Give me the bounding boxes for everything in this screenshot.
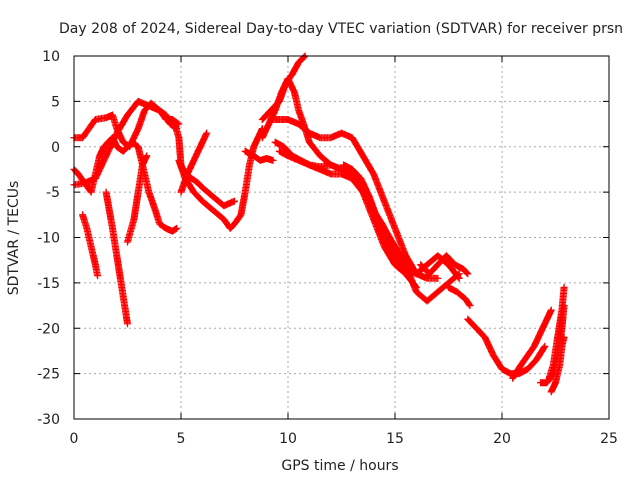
chart-title: Day 208 of 2024, Sidereal Day-to-day VTE… <box>59 21 623 37</box>
x-tick-label: 0 <box>70 431 79 447</box>
y-tick-label: -30 <box>37 412 60 428</box>
series-arc23 <box>547 333 568 396</box>
x-axis-label: GPS time / hours <box>281 458 398 474</box>
data-point-markers <box>102 188 131 328</box>
x-tick-label: 20 <box>493 431 511 447</box>
grid <box>74 56 609 419</box>
series-arc13 <box>267 116 463 282</box>
data-point-markers <box>445 283 474 310</box>
series-arc16 <box>340 161 399 260</box>
series-arc5 <box>102 188 131 328</box>
y-tick-label: -20 <box>37 321 60 337</box>
data-point-markers <box>241 147 277 164</box>
y-tick-label: 0 <box>51 140 60 156</box>
data-point-markers <box>175 125 266 232</box>
x-tick-label: 25 <box>600 431 618 447</box>
series-arc17 <box>417 252 472 278</box>
series-arc20 <box>509 306 555 382</box>
series-arc15 <box>275 147 420 291</box>
data-point-markers <box>267 116 463 282</box>
series-arc10 <box>241 147 277 164</box>
data-point-markers <box>509 306 555 382</box>
data-point-markers <box>547 333 568 396</box>
data-point-markers <box>79 211 102 280</box>
axis-ticks: 0 5 10 15 20 25 -30 -25 -20 -15 -10 -5 0 5 10 <box>37 49 618 447</box>
x-tick-label: 10 <box>279 431 297 447</box>
x-tick-label: 5 <box>177 431 186 447</box>
series-arc9 <box>175 125 266 232</box>
y-tick-label: 5 <box>51 94 60 110</box>
series-arc4 <box>79 211 102 280</box>
y-tick-label: -15 <box>37 276 60 292</box>
series-arc18 <box>445 283 474 310</box>
x-tick-label: 15 <box>386 431 404 447</box>
y-tick-label: -10 <box>37 231 60 247</box>
data-series-layer <box>70 52 568 396</box>
y-tick-label: -5 <box>46 185 60 201</box>
data-point-markers <box>124 152 151 246</box>
y-tick-label: -25 <box>37 367 60 383</box>
data-point-markers <box>275 147 420 291</box>
y-tick-label: 10 <box>42 49 60 65</box>
series-arc6 <box>124 152 151 246</box>
data-point-markers <box>545 283 568 382</box>
series-arc2 <box>70 99 183 151</box>
data-point-markers <box>417 252 472 278</box>
y-axis-label: SDTVAR / TECUs <box>6 181 22 296</box>
series-arc22 <box>545 283 568 382</box>
data-point-markers <box>70 99 183 151</box>
data-point-markers <box>340 161 399 260</box>
